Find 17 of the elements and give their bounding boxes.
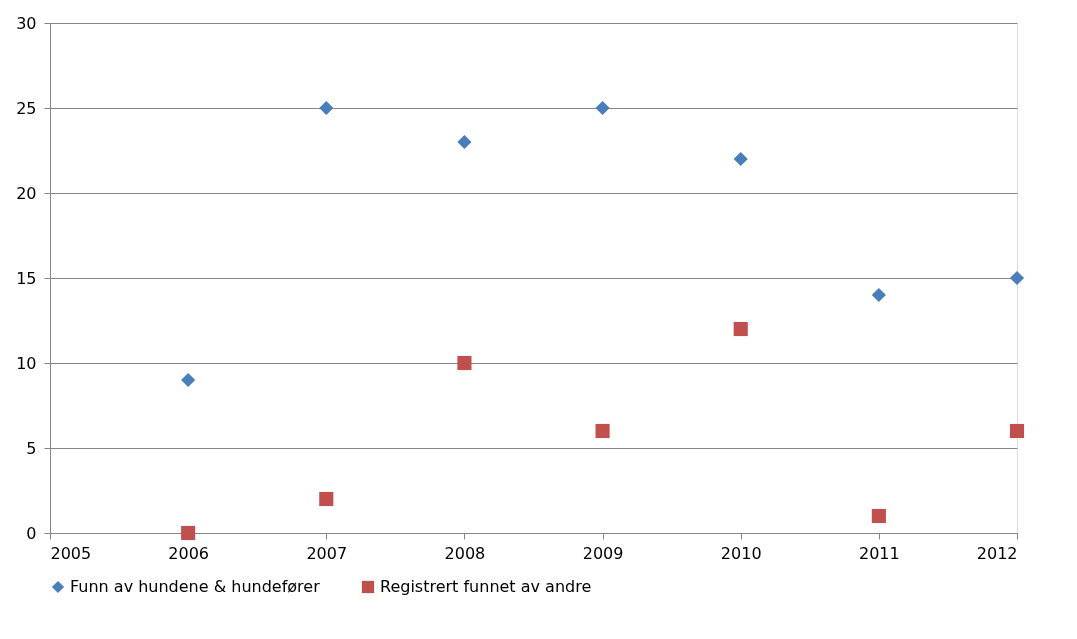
y-tick-label: 0 [26,523,37,543]
legend-label: Registrert funnet av andre [380,577,592,596]
x-tick-label: 2006 [168,543,209,563]
x-tick-label: 2011 [859,543,900,563]
legend-label: Funn av hundene & hundefører [70,577,321,596]
y-tick-label: 25 [16,98,37,118]
y-tick-label: 5 [26,438,37,458]
y-tick-label: 10 [16,353,37,373]
x-tick-label: 2005 [50,543,92,563]
y-tick-label: 20 [16,183,37,203]
x-tick-label: 2009 [582,543,624,563]
x-tick-label: 2008 [444,543,486,563]
x-tick-label: 2012 [976,543,1018,563]
x-tick-label: 2010 [720,543,762,563]
x-tick-label: 2007 [306,543,348,563]
y-tick-label: 30 [16,13,37,33]
y-tick-label: 15 [16,268,37,288]
